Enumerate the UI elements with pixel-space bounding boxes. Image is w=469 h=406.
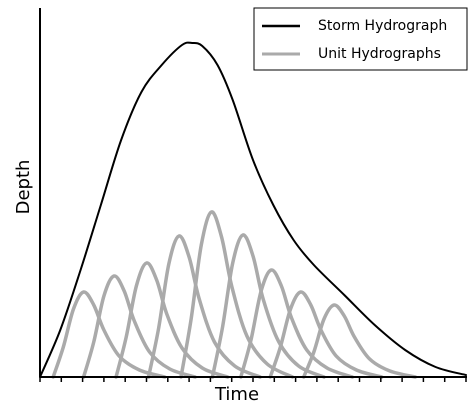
- unit-hydrograph: [301, 303, 418, 379]
- unit-hydrograph: [179, 210, 295, 379]
- legend: Storm Hydrograph Unit Hydrographs: [253, 7, 468, 71]
- unit-hydrograph: [114, 261, 230, 379]
- legend-label: Unit Hydrographs: [318, 46, 441, 62]
- x-axis-label: Time: [214, 384, 259, 405]
- y-axis-label: Depth: [13, 160, 34, 215]
- legend-box: [253, 7, 468, 71]
- storm-hydrograph: [39, 41, 467, 378]
- unit-hydrograph: [210, 233, 326, 379]
- unit-hydrograph: [239, 268, 355, 379]
- unit-hydrograph: [81, 274, 197, 379]
- unit-hydrograph: [146, 234, 262, 379]
- plot-area: [39, 41, 467, 379]
- legend-label: Storm Hydrograph: [318, 18, 447, 34]
- unit-hydrograph: [268, 290, 384, 379]
- unit-hydrograph: [51, 290, 167, 379]
